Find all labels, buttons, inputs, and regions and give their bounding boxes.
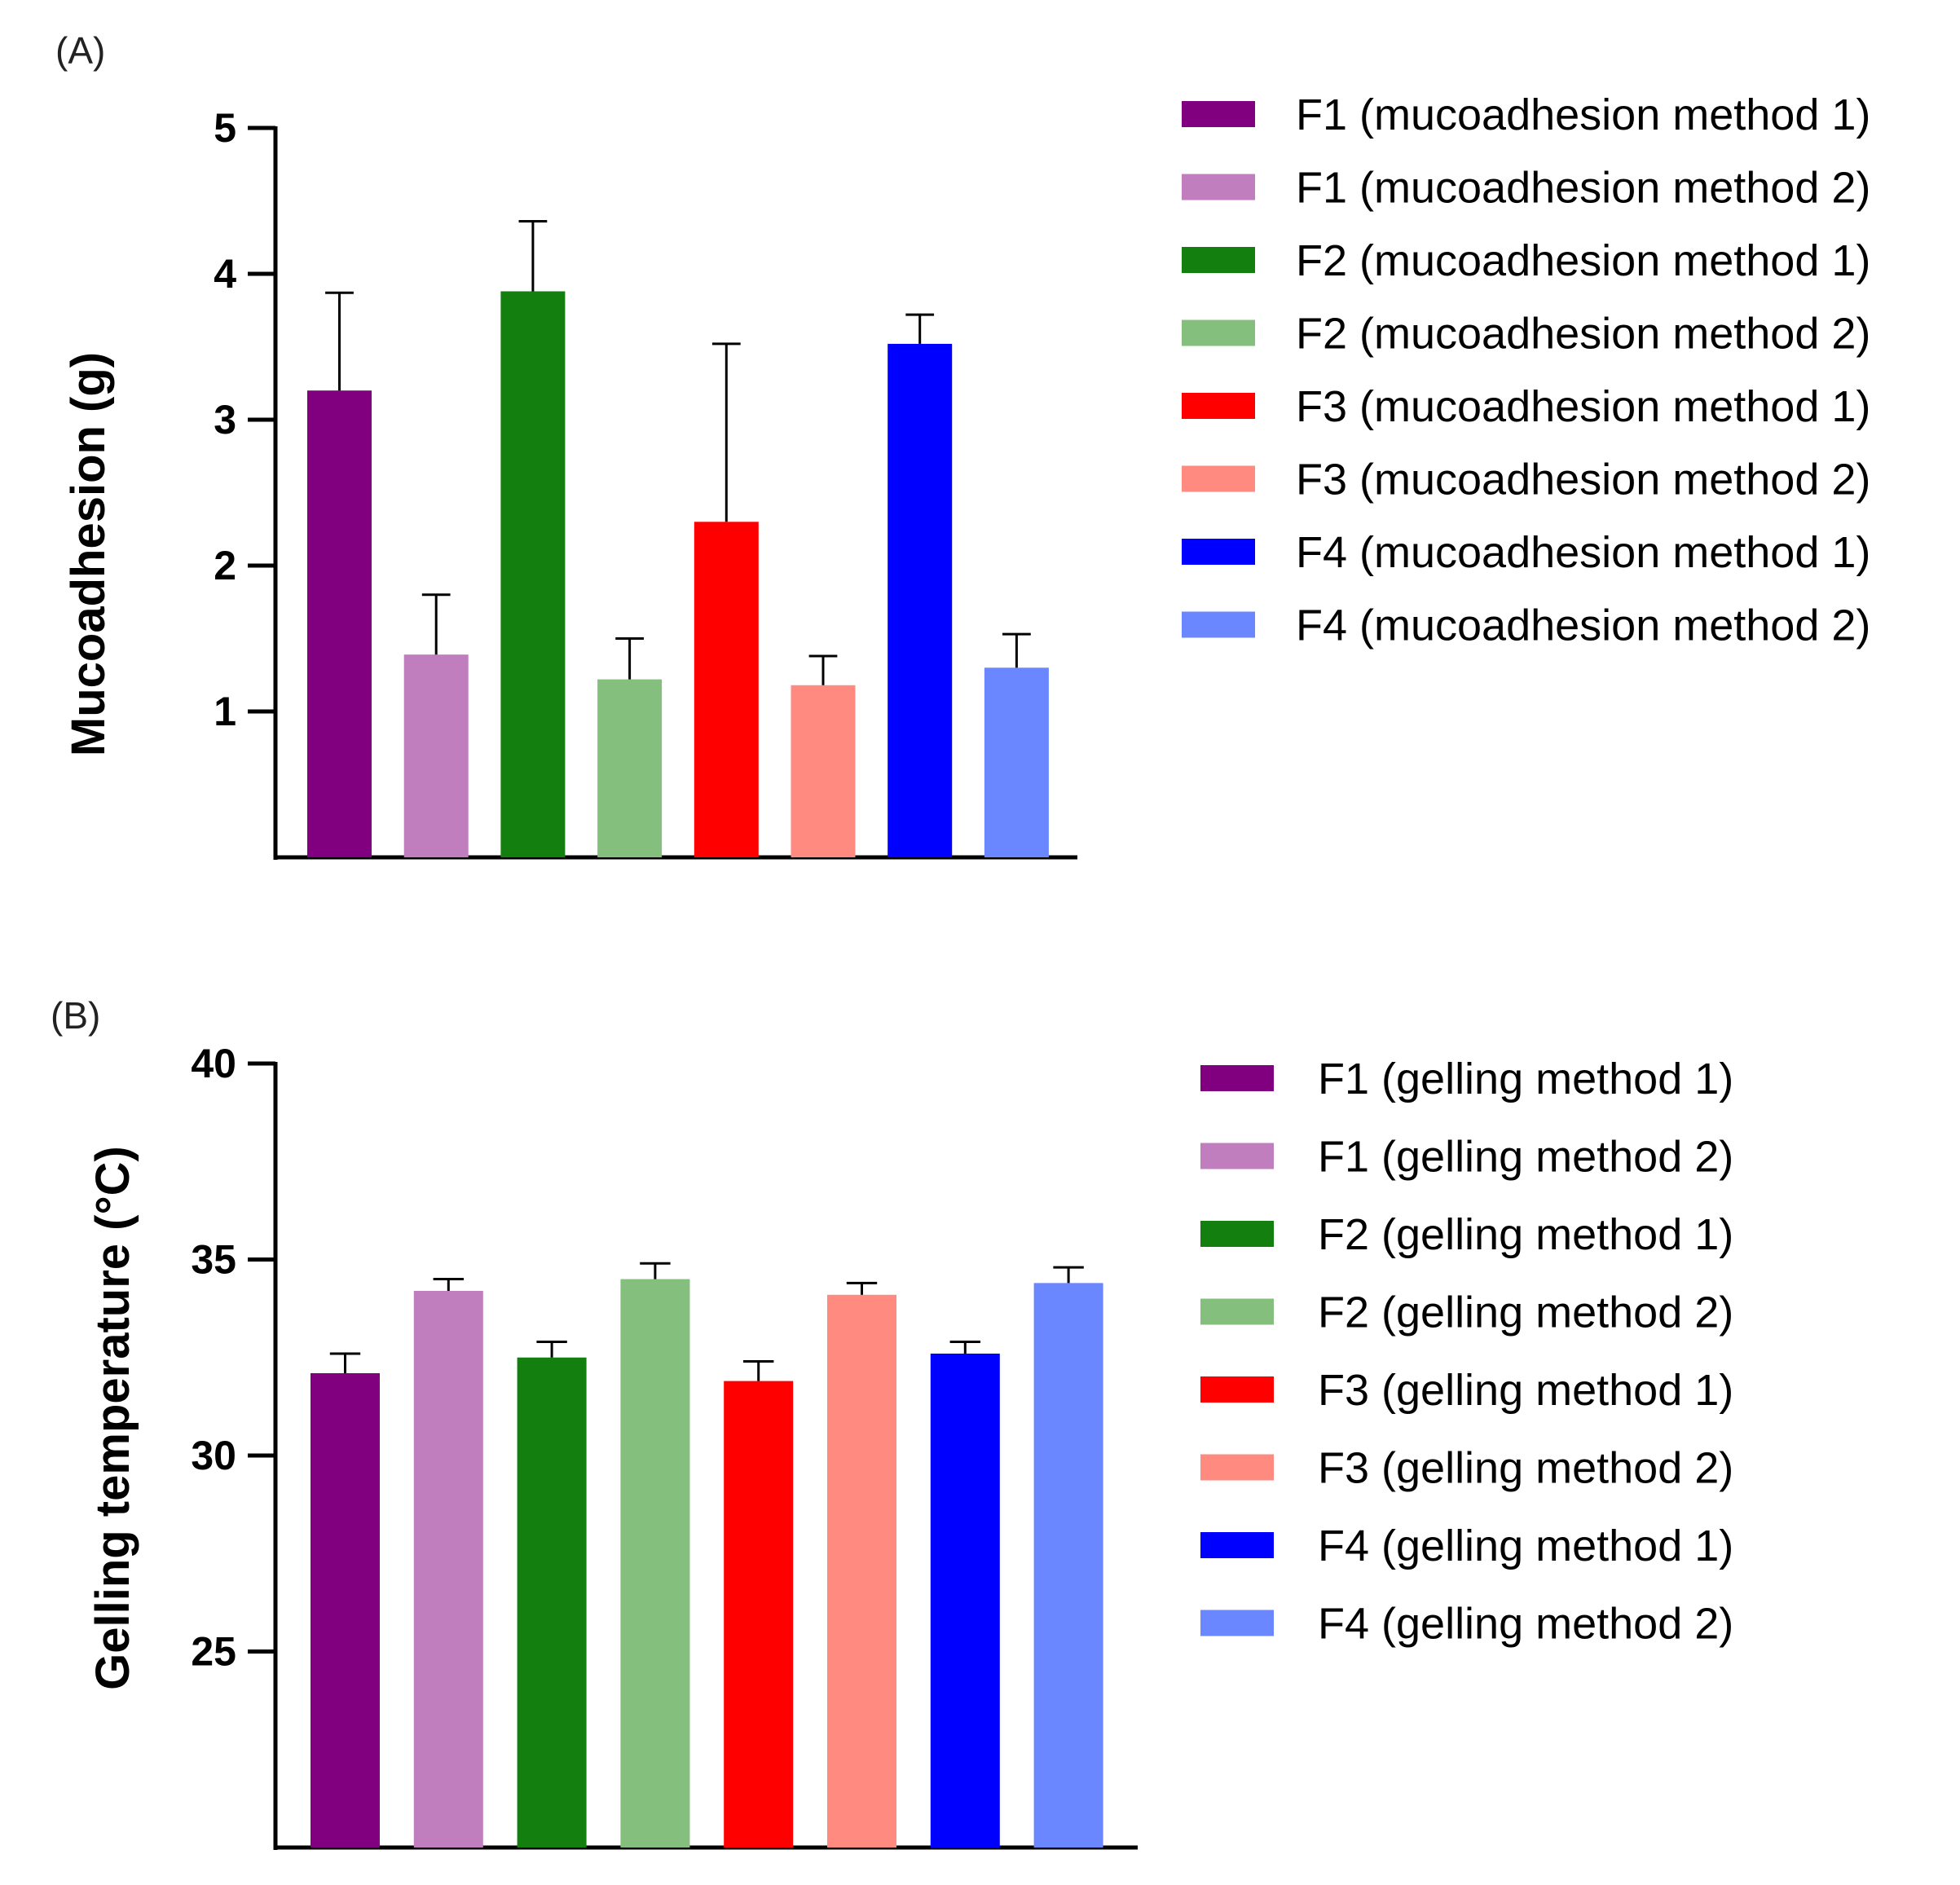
panel-b-bar [724, 1381, 794, 1848]
panel-b-legend-swatch [1200, 1610, 1274, 1636]
panel-b-y-tick-label: 30 [191, 1433, 236, 1478]
panel-a-bar [500, 291, 566, 858]
panel-b-bars [311, 1279, 1103, 1848]
panel-a-label: (A) [55, 29, 105, 72]
panel-b-legend-swatch [1200, 1298, 1274, 1325]
panel-a-bar [791, 685, 856, 857]
panel-a-legend-swatch [1182, 101, 1255, 127]
panel-a-legend-label: F4 (mucoadhesion method 2) [1296, 601, 1870, 650]
panel-b-error-bars [329, 1262, 1084, 1381]
panel-b-legend-label: F3 (gelling method 2) [1318, 1444, 1733, 1493]
panel-a-y-tick-label: 3 [214, 397, 236, 443]
panel-a-y-tick-label: 2 [214, 543, 236, 588]
panel-b-y-tick-label: 35 [191, 1237, 236, 1283]
panel-a-y-tick-label: 5 [214, 105, 236, 151]
panel-a-bar [307, 390, 372, 857]
panel-b-y-tick-label: 40 [191, 1041, 236, 1086]
panel-a-legend-swatch [1182, 539, 1255, 565]
panel-a-legend-label: F3 (mucoadhesion method 2) [1296, 456, 1870, 504]
panel-a-legend-swatch [1182, 319, 1255, 346]
panel-a-bar [888, 343, 953, 857]
panel-a-error-bars [325, 220, 1031, 685]
panel-a-bar [694, 522, 759, 857]
panel-b-legend-label: F4 (gelling method 1) [1318, 1522, 1733, 1570]
panel-b-legend-label: F1 (gelling method 2) [1318, 1133, 1733, 1182]
panel-b-legend-label: F2 (gelling method 1) [1318, 1210, 1733, 1259]
panel-b-bar [311, 1372, 380, 1848]
panel-a-legend-swatch [1182, 247, 1255, 273]
panel-a-legend-swatch [1182, 465, 1255, 492]
panel-a-bar [597, 679, 663, 857]
panel-a-legend-swatch [1182, 393, 1255, 419]
panel-b-legend-swatch [1200, 1221, 1274, 1247]
panel-b: (B) Gelling temperature (°C) 25 30 35 40 F1… [51, 994, 1733, 1850]
panel-b-axes [273, 1062, 1138, 1850]
panel-a-bars [307, 291, 1049, 858]
panel-b-legend-label: F4 (gelling method 2) [1318, 1600, 1733, 1649]
panel-b-legend-swatch [1200, 1532, 1274, 1558]
panel-b-legend-label: F1 (gelling method 1) [1318, 1055, 1733, 1103]
panel-a-bar [403, 654, 469, 857]
panel-a-y-tick-label: 4 [214, 251, 236, 297]
panel-a-y-tick-label: 1 [214, 689, 236, 734]
panel-a-legend-swatch [1182, 174, 1255, 200]
panel-b-y-tick-label: 25 [191, 1629, 236, 1675]
panel-a-y-axis-title: Mucoadhesion (g) [62, 352, 115, 756]
panel-b-legend-swatch [1200, 1143, 1274, 1169]
panel-a-legend-swatch [1182, 611, 1255, 638]
panel-b-legend-swatch [1200, 1376, 1274, 1403]
panel-b-y-axis-title: Gelling temperature (°C) [86, 1146, 139, 1690]
panel-b-legend: F1 (gelling method 1) F1 (gelling method … [1200, 1055, 1733, 1649]
panel-b-label: (B) [51, 994, 100, 1037]
panel-a-legend-label: F2 (mucoadhesion method 2) [1296, 310, 1870, 359]
panel-a-legend-label: F2 (mucoadhesion method 1) [1296, 236, 1870, 285]
panel-b-bar [1033, 1283, 1103, 1848]
panel-a-legend-label: F1 (mucoadhesion method 1) [1296, 90, 1870, 139]
panel-a-legend-label: F3 (mucoadhesion method 1) [1296, 382, 1870, 431]
panel-a-legend-label: F1 (mucoadhesion method 2) [1296, 164, 1870, 213]
panel-a: (A) Mucoadhesion (g) 1 2 3 4 5 F1 (mucoadhes… [55, 29, 1870, 860]
panel-b-bar [930, 1353, 1000, 1848]
panel-b-bar [413, 1290, 483, 1848]
panel-b-bar [620, 1279, 690, 1848]
panel-a-legend-label: F4 (mucoadhesion method 1) [1296, 528, 1870, 577]
panel-a-y-ticks: 1 2 3 4 5 [214, 105, 275, 734]
panel-b-legend-swatch [1200, 1454, 1274, 1481]
panel-b-legend-swatch [1200, 1065, 1274, 1091]
panel-b-bar [517, 1357, 587, 1848]
panel-b-y-ticks: 25 30 35 40 [191, 1041, 275, 1675]
panel-b-legend-label: F2 (gelling method 2) [1318, 1288, 1733, 1337]
panel-a-axes [273, 126, 1077, 860]
panel-a-legend: F1 (mucoadhesion method 1) F1 (mucoadhesi… [1182, 90, 1870, 650]
panel-b-bar [827, 1294, 896, 1848]
panel-a-bar [984, 667, 1049, 857]
panel-b-legend-label: F3 (gelling method 1) [1318, 1366, 1733, 1415]
